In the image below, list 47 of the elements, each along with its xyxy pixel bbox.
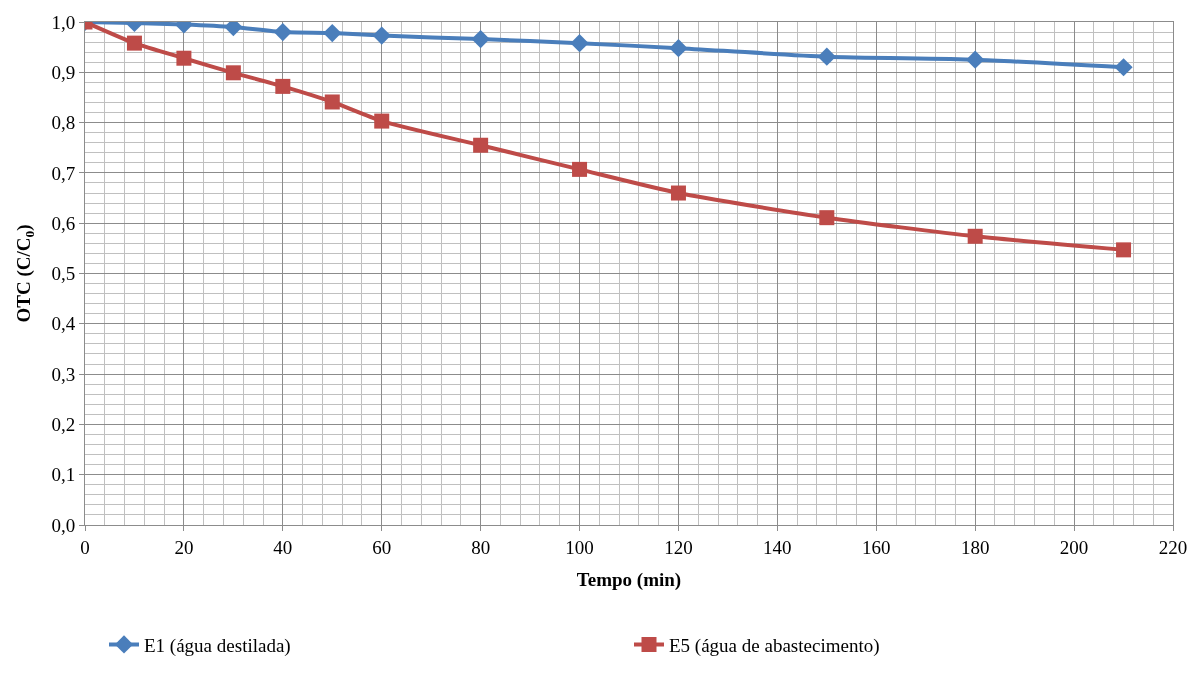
- point: [275, 78, 291, 94]
- y-tick-label: 0,8: [51, 112, 76, 134]
- point: [273, 22, 292, 42]
- point: [1114, 58, 1133, 77]
- x-tick-label: 60: [372, 536, 392, 558]
- x-tick-label: 160: [862, 536, 891, 558]
- point: [966, 50, 985, 69]
- y-tick-label: 0,7: [51, 162, 76, 184]
- point: [967, 228, 983, 244]
- y-tick-label: 0,6: [51, 212, 76, 234]
- point: [372, 26, 391, 45]
- point: [176, 50, 192, 66]
- y-tick-label: 1,0: [51, 11, 76, 33]
- y-tick-label: 0,9: [51, 61, 76, 83]
- legend-label: E5 (água de abastecimento): [669, 634, 880, 657]
- x-tick-label: 220: [1158, 536, 1188, 558]
- y-tick-label: 0,2: [51, 414, 76, 436]
- y-tick-label: 0,5: [51, 263, 76, 285]
- point: [126, 35, 142, 51]
- point: [817, 47, 836, 66]
- x-tick-label: 120: [664, 536, 693, 558]
- x-tick-label: 20: [174, 536, 194, 558]
- point: [570, 34, 589, 53]
- x-tick-label: 180: [960, 536, 990, 558]
- point: [471, 30, 490, 49]
- point: [1116, 242, 1132, 258]
- point: [572, 161, 588, 177]
- x-tick-label: 80: [471, 536, 491, 558]
- point: [374, 113, 390, 129]
- x-tick-label: 100: [565, 536, 594, 558]
- x-tick-label: 200: [1059, 536, 1089, 558]
- y-tick-label: 0,3: [51, 363, 76, 385]
- point: [819, 210, 835, 226]
- x-axis-title: Tempo (min): [576, 568, 682, 591]
- x-tick-label: 140: [763, 536, 792, 558]
- point: [669, 39, 688, 58]
- x-tick-label: 40: [273, 536, 293, 558]
- legend-label: E1 (água destilada): [144, 634, 291, 657]
- point: [473, 137, 489, 153]
- y-tick-label: 0,0: [51, 514, 76, 536]
- y-tick-label: 0,1: [51, 464, 76, 486]
- point: [670, 185, 686, 201]
- point: [324, 94, 340, 110]
- x-tick-label: 0: [80, 536, 90, 558]
- y-tick-label: 0,4: [51, 313, 76, 335]
- point: [323, 23, 342, 43]
- point: [225, 65, 241, 81]
